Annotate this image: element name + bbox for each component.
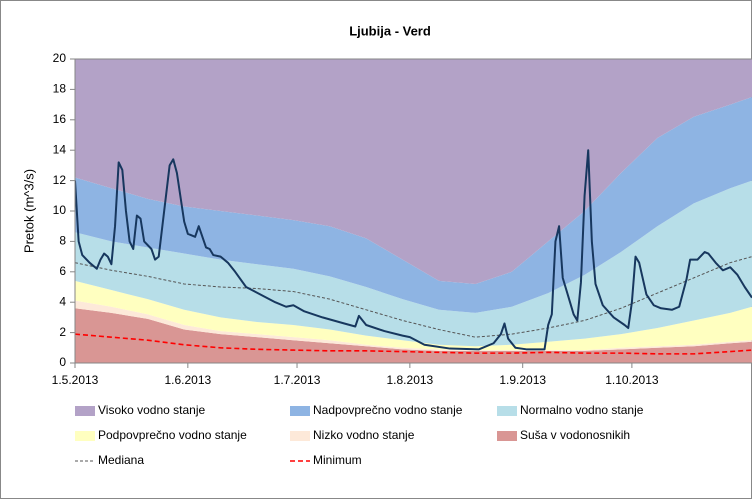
area-band — [75, 280, 752, 351]
flow-line — [75, 149, 752, 351]
x-tick-label: 1.8.2013 — [387, 373, 434, 387]
area-band — [75, 180, 752, 347]
y-tick-label: 16 — [53, 112, 67, 126]
x-tick-label: 1.7.2013 — [274, 373, 321, 387]
y-tick-label: 6 — [59, 264, 66, 278]
legend-label: Podpovprečno vodno stanje — [98, 428, 247, 442]
legend-label: Nadpovprečno vodno stanje — [313, 403, 463, 417]
area-band — [75, 300, 752, 351]
legend-swatch — [290, 431, 310, 441]
legend-label: Nizko vodno stanje — [313, 428, 415, 442]
x-tick-label: 1.10.2013 — [605, 373, 659, 387]
y-axis-label: Pretok (m^3/s) — [21, 169, 36, 253]
legend-label: Suša v vodonosnikih — [520, 428, 630, 442]
y-tick-label: 2 — [59, 325, 66, 339]
series-line — [75, 256, 752, 338]
legend-label: Normalno vodno stanje — [520, 403, 644, 417]
y-tick-label: 0 — [59, 355, 66, 369]
x-tick-label: 1.9.2013 — [499, 373, 546, 387]
legend-swatch — [497, 431, 517, 441]
plot-area — [75, 59, 752, 363]
x-tick-label: 1.5.2013 — [52, 373, 99, 387]
y-tick-label: 12 — [53, 173, 67, 187]
y-tick-label: 18 — [53, 82, 67, 96]
legend-label: Mediana — [98, 453, 144, 467]
legend-swatch — [497, 406, 517, 416]
y-tick-label: 8 — [59, 234, 66, 248]
series-line — [75, 333, 752, 355]
y-tick-label: 14 — [53, 142, 67, 156]
legend-swatch — [75, 406, 95, 416]
x-tick-label: 1.6.2013 — [164, 373, 211, 387]
legend-label: Visoko vodno stanje — [98, 403, 206, 417]
legend-label: Minimum — [313, 453, 362, 467]
y-tick-label: 20 — [53, 51, 67, 65]
legend-swatch — [290, 406, 310, 416]
area-band — [75, 59, 752, 284]
y-tick-label: 10 — [53, 203, 67, 217]
chart-title: Ljubija - Verd — [349, 23, 431, 38]
y-tick-label: 4 — [59, 294, 66, 308]
legend-swatch — [75, 431, 95, 441]
